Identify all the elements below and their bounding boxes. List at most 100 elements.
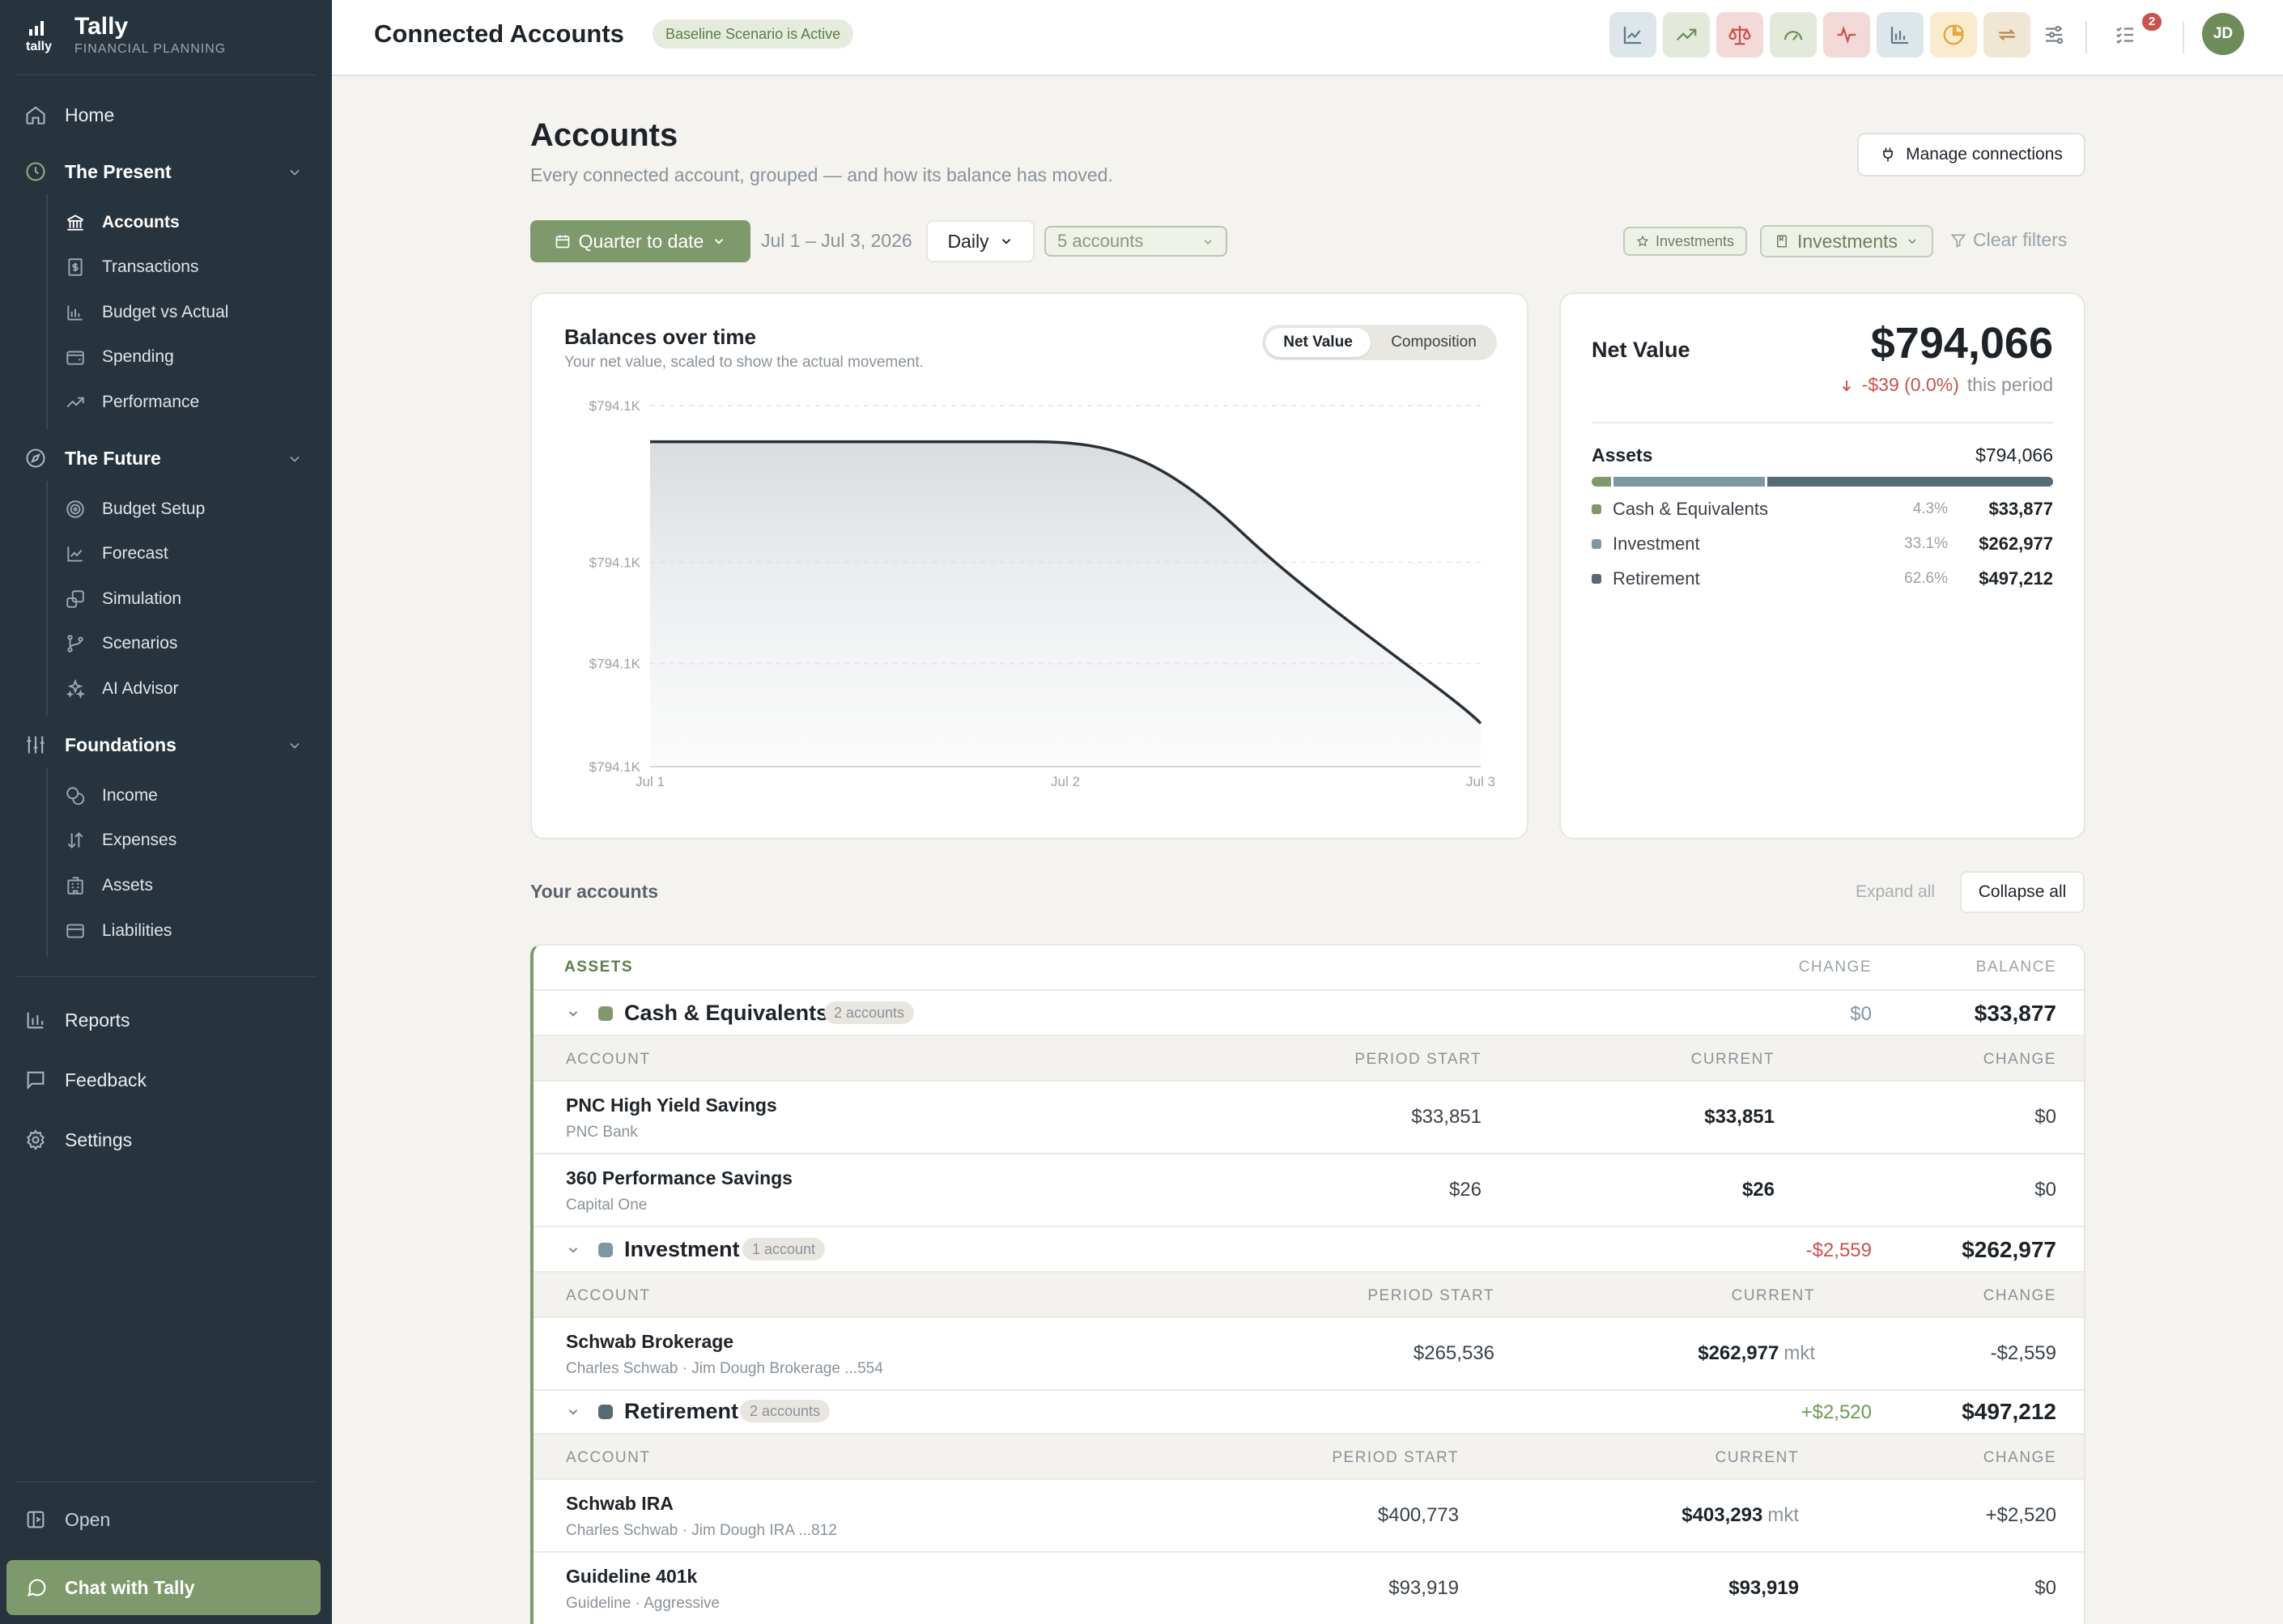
chevron-down-icon[interactable] xyxy=(566,1405,580,1419)
chevron-down-icon[interactable] xyxy=(287,738,303,754)
granularity-select[interactable]: Daily xyxy=(926,220,1035,262)
col-period-start: PERIOD START xyxy=(1354,1051,1482,1068)
clear-filters-button[interactable]: Clear filters xyxy=(1950,229,2067,251)
sidebar-item-performance[interactable]: Performance xyxy=(65,392,199,413)
sidebar-item-accounts[interactable]: Accounts xyxy=(65,212,180,233)
chevron-down-icon xyxy=(1908,239,1916,244)
column-header-row: ACCOUNT PERIOD START CURRENT CHANGE xyxy=(534,1036,2084,1082)
toggle-composition[interactable]: Composition xyxy=(1391,334,1477,351)
sidebar-item-transactions[interactable]: Transactions xyxy=(65,257,198,278)
chevron-down-icon[interactable] xyxy=(287,164,303,181)
sidebar-item-ai-advisor[interactable]: AI Advisor xyxy=(65,678,179,699)
pie-chart-icon xyxy=(1943,24,1964,45)
group-row-cash[interactable]: Cash & Equivalents 2 accounts $0 $33,877 xyxy=(534,991,2084,1036)
tasks-button[interactable] xyxy=(2102,12,2149,57)
nav-settings[interactable]: Settings xyxy=(24,1129,132,1151)
manage-connections-button[interactable]: Manage connections xyxy=(1857,133,2085,176)
line-chart-icon xyxy=(67,546,83,562)
current-amount: $262,977 xyxy=(1698,1342,1779,1364)
home-icon xyxy=(26,106,45,125)
avatar[interactable]: JD xyxy=(2202,13,2244,55)
y-tick-label: $794.1K xyxy=(589,555,641,571)
sidebar-item-forecast[interactable]: Forecast xyxy=(65,543,168,564)
group-balance: $33,877 xyxy=(1974,1001,2056,1026)
bookmark-icon xyxy=(1777,235,1787,248)
sidebar-item-label: Budget vs Actual xyxy=(102,303,229,321)
section-label: The Present xyxy=(65,160,172,182)
chevron-down-icon[interactable] xyxy=(566,1243,580,1257)
change-value: -$2,559 xyxy=(1990,1342,2056,1364)
expand-all-button[interactable]: Expand all xyxy=(1855,882,1936,901)
tool-trend-button[interactable] xyxy=(1663,12,1710,57)
open-panel-button[interactable]: Open xyxy=(24,1508,110,1531)
net-value-card: Net Value $794,066 -$39 (0.0%) this peri… xyxy=(1559,292,2085,840)
gauge-icon xyxy=(1783,31,1803,40)
period-start-value: $33,851 xyxy=(1411,1106,1482,1128)
nav-feedback[interactable]: Feedback xyxy=(24,1069,147,1091)
allocation-legend-item: Cash & Equivalents 4.3% $33,877 xyxy=(1592,497,2053,521)
tree-line xyxy=(46,767,48,957)
nav-section-future[interactable]: The Future xyxy=(24,447,308,470)
period-start-value: $26 xyxy=(1448,1179,1482,1201)
chevron-down-icon xyxy=(715,239,724,244)
sidebar-item-scenarios[interactable]: Scenarios xyxy=(65,633,177,654)
period-select[interactable]: Quarter to date xyxy=(530,220,750,262)
sidebar-item-income[interactable]: Income xyxy=(65,785,158,806)
account-row[interactable]: 360 Performance Savings Capital One $26 … xyxy=(534,1154,2084,1227)
filter-chip-investments[interactable]: Investments xyxy=(1623,227,1748,256)
tool-line-chart-button[interactable] xyxy=(1609,12,1656,57)
clock-icon xyxy=(26,162,45,181)
nav-home[interactable]: Home xyxy=(24,104,114,126)
toggle-net-value[interactable]: Net Value xyxy=(1265,328,1371,357)
account-row[interactable]: PNC High Yield Savings PNC Bank $33,851 … xyxy=(534,1082,2084,1154)
sidebar-item-assets[interactable]: Assets xyxy=(65,875,153,896)
account-row[interactable]: Schwab Brokerage Charles Schwab · Jim Do… xyxy=(534,1318,2084,1391)
chat-with-tally-button[interactable]: Chat with Tally xyxy=(6,1560,321,1615)
nav-section-foundations[interactable]: Foundations xyxy=(24,733,308,756)
x-tick-label: Jul 2 xyxy=(1051,774,1080,789)
activity-icon xyxy=(1837,25,1856,45)
tool-balance-button[interactable] xyxy=(1716,12,1763,57)
sidebar-item-label: Scenarios xyxy=(102,634,178,653)
tool-activity-button[interactable] xyxy=(1823,12,1870,57)
tool-gauge-button[interactable] xyxy=(1770,12,1817,57)
account-row[interactable]: Guideline 401k Guideline · Aggressive $9… xyxy=(534,1553,2084,1624)
nav-reports[interactable]: Reports xyxy=(24,1009,130,1031)
tool-transfer-button[interactable] xyxy=(1983,12,2030,57)
brand[interactable]: tally Tally FINANCIAL PLANNING xyxy=(24,11,226,60)
sidebar-item-label: Liabilities xyxy=(102,921,172,940)
col-current: CURRENT xyxy=(1731,1287,1815,1304)
collapse-all-button[interactable]: Collapse all xyxy=(1960,871,2085,913)
sidebar-item-spending[interactable]: Spending xyxy=(65,346,174,368)
git-branch-icon xyxy=(67,635,83,653)
filter-select-investments[interactable]: Investments xyxy=(1760,225,1933,257)
group-row-retirement[interactable]: Retirement 2 accounts +$2,520 $497,212 xyxy=(534,1389,2084,1435)
current-amount: $403,293 xyxy=(1681,1504,1763,1526)
sidebar-item-label: Transactions xyxy=(102,257,199,276)
chevron-down-icon[interactable] xyxy=(566,1006,580,1021)
sidebar-item-simulation[interactable]: Simulation xyxy=(65,589,181,610)
group-row-investment[interactable]: Investment 1 account -$2,559 $262,977 xyxy=(534,1227,2084,1273)
sidebar-item-budget-setup[interactable]: Budget Setup xyxy=(65,499,205,520)
sidebar: tally Tally FINANCIAL PLANNING Home The … xyxy=(0,0,332,1624)
bank-icon xyxy=(66,215,84,231)
chat-bubble-icon xyxy=(27,1579,46,1596)
account-row[interactable]: Schwab IRA Charles Schwab · Jim Dough IR… xyxy=(534,1480,2084,1553)
tool-pie-chart-button[interactable] xyxy=(1930,12,1977,57)
legend-value: $262,977 xyxy=(1979,534,2053,554)
sidebar-item-liabilities[interactable]: Liabilities xyxy=(65,920,172,942)
nav-section-present[interactable]: The Present xyxy=(24,160,308,183)
nav-reports-label: Reports xyxy=(65,1009,130,1031)
sidebar-item-expenses[interactable]: Expenses xyxy=(65,830,176,851)
sidebar-item-budget-vs-actual[interactable]: Budget vs Actual xyxy=(65,302,228,323)
trending-up-icon xyxy=(66,397,84,408)
tool-bar-chart-button[interactable] xyxy=(1877,12,1924,57)
market-value-tag: mkt xyxy=(1783,1342,1815,1364)
accounts-heading: Accounts xyxy=(530,117,678,153)
change-column-header: CHANGE xyxy=(1798,959,1872,976)
scenario-badge[interactable]: Baseline Scenario is Active xyxy=(653,19,854,49)
accounts-select[interactable]: 5 accounts xyxy=(1044,226,1227,257)
chevron-down-icon[interactable] xyxy=(287,451,303,467)
calendar-icon xyxy=(555,235,569,249)
tool-settings-button[interactable] xyxy=(2030,12,2077,57)
